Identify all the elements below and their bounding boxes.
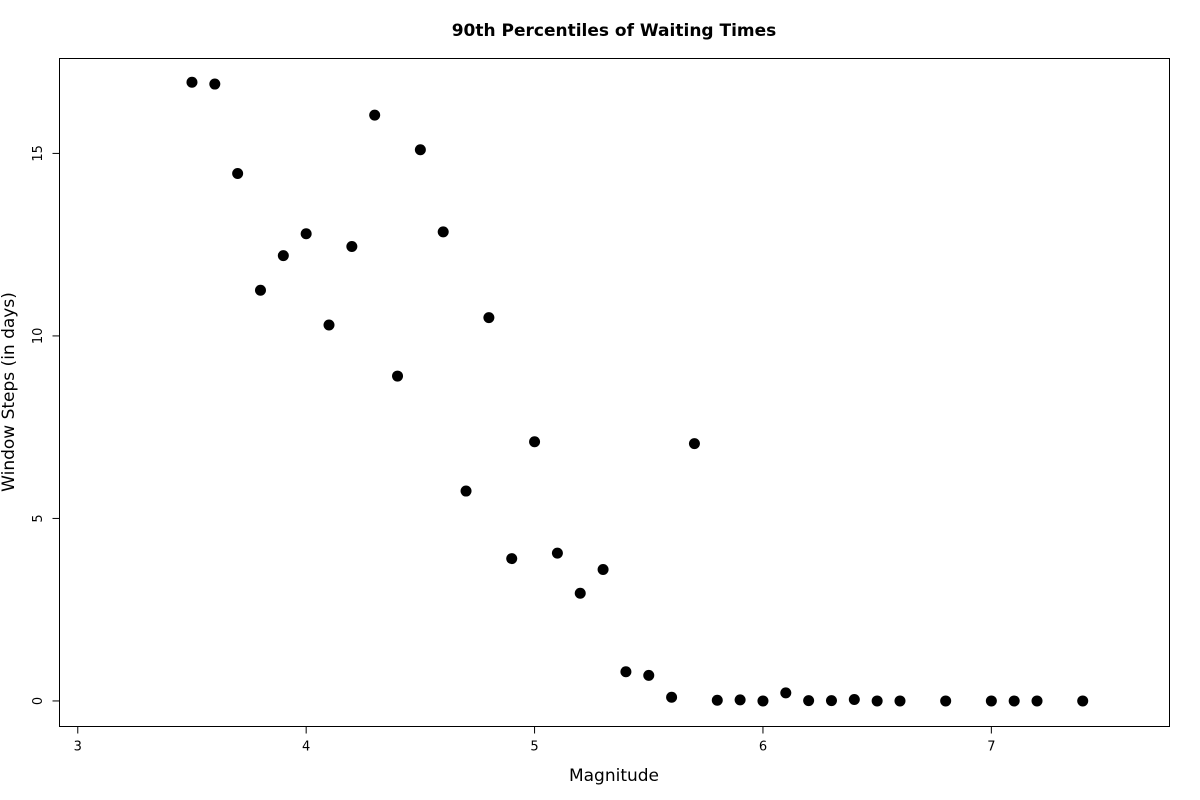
data-point [825, 695, 837, 707]
x-tick-label: 3 [74, 740, 82, 755]
data-point [369, 109, 381, 121]
data-point [483, 312, 495, 324]
data-point [620, 666, 632, 678]
y-axis: 0 5 10 15 [31, 145, 60, 705]
data-point [323, 319, 335, 331]
data-point [300, 228, 312, 240]
data-point [277, 250, 289, 262]
y-axis-label: Window Steps (in days) [0, 292, 19, 492]
data-point [254, 284, 266, 296]
data-point [574, 587, 586, 599]
data-point [894, 695, 906, 707]
y-tick-label: 0 [31, 697, 46, 705]
data-point [506, 553, 518, 565]
data-point [1008, 695, 1020, 707]
data-point [871, 695, 883, 707]
data-points [186, 76, 1089, 707]
data-point [780, 687, 792, 699]
data-point [414, 144, 426, 156]
data-point [985, 695, 997, 707]
data-point [734, 694, 746, 706]
data-point [551, 547, 563, 559]
data-point [232, 167, 244, 179]
y-tick-label: 5 [31, 514, 46, 522]
data-point [1031, 695, 1043, 707]
data-point [529, 436, 541, 448]
data-point [666, 691, 678, 703]
data-point [688, 438, 700, 450]
y-tick-label: 10 [31, 328, 46, 345]
x-tick-label: 6 [759, 740, 767, 755]
data-point [392, 370, 404, 382]
data-point [437, 226, 449, 238]
x-axis-label: Magnitude [569, 766, 659, 786]
data-point [346, 240, 358, 252]
data-point [186, 76, 198, 88]
x-tick-label: 5 [530, 740, 538, 755]
data-point [711, 694, 723, 706]
y-tick-label: 15 [31, 145, 46, 162]
plot-frame [59, 58, 1170, 727]
data-point [757, 695, 769, 707]
data-point [940, 695, 952, 707]
data-point [643, 669, 655, 681]
x-axis: 3 4 5 6 7 [74, 726, 995, 755]
data-point [848, 693, 860, 705]
x-tick-label: 7 [987, 740, 995, 755]
data-point [803, 695, 815, 707]
data-point [1077, 695, 1089, 707]
data-point [460, 485, 472, 497]
chart-title: 90th Percentiles of Waiting Times [452, 21, 777, 41]
x-tick-label: 4 [302, 740, 310, 755]
data-point [209, 78, 221, 90]
data-point [597, 564, 609, 576]
